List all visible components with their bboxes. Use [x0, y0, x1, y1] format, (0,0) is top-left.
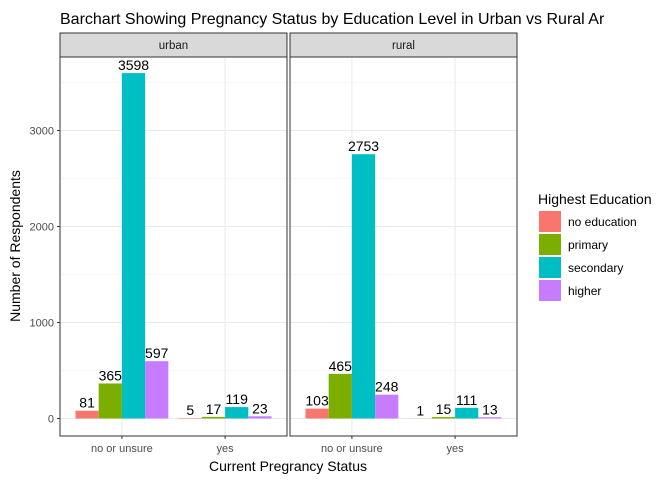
bar-rural-1-3 [478, 417, 502, 419]
data-label: 111 [456, 392, 477, 408]
y-axis: 0 1000 2000 3000 [30, 126, 60, 426]
bar-rural-0-1 [328, 373, 352, 419]
data-label: 465 [329, 358, 353, 374]
bar-urban-0-2 [121, 73, 146, 419]
panel-background [290, 57, 517, 436]
legend-label: primary [568, 238, 608, 252]
data-label: 119 [226, 391, 249, 407]
data-label: 5 [186, 402, 194, 418]
data-label: 3598 [118, 57, 149, 73]
bar-urban-0-3 [145, 361, 169, 419]
legend-label: higher [568, 284, 601, 298]
data-label: 15 [436, 401, 452, 417]
legend-title: Highest Education [538, 191, 652, 207]
data-label: 2753 [348, 138, 379, 154]
bar-urban-0-0 [75, 410, 99, 419]
strip-label: urban [159, 40, 188, 52]
data-label: 23 [252, 400, 268, 416]
bar-rural-0-0 [305, 408, 329, 419]
strip-label: rural [392, 40, 415, 52]
x-tick-label: no or unsure [321, 443, 383, 455]
data-label: 248 [375, 379, 399, 395]
data-label: 597 [145, 345, 169, 361]
data-label: 81 [79, 395, 95, 411]
y-axis-title: Number of Respondents [7, 170, 23, 322]
y-tick-label: 1000 [30, 318, 54, 330]
data-label: 103 [305, 393, 329, 409]
bar-rural-0-2 [351, 154, 376, 419]
data-label: 17 [206, 401, 222, 417]
legend-swatch-primary [539, 234, 561, 255]
bar-rural-1-1 [431, 417, 456, 419]
data-label: 365 [99, 367, 123, 383]
bar-urban-1-3 [248, 416, 272, 419]
legend: Highest Education no education primary sec… [538, 191, 652, 301]
x-axis-title: Current Pregrancy Status [209, 458, 367, 474]
bar-rural-0-3 [375, 394, 399, 419]
data-label: 13 [482, 401, 498, 417]
x-tick-label: yes [217, 443, 235, 455]
data-label: 1 [416, 402, 424, 418]
strip-background [59, 32, 288, 58]
panel-background [60, 57, 287, 436]
legend-label: secondary [568, 261, 623, 275]
y-tick-label: 2000 [30, 222, 54, 234]
bar-urban-0-1 [98, 383, 122, 419]
bar-urban-1-2 [225, 407, 249, 419]
y-tick-label: 3000 [30, 126, 54, 138]
legend-swatch-higher [539, 280, 561, 301]
legend-label: no education [568, 215, 637, 229]
x-tick-label: yes [447, 443, 465, 455]
strip-background [289, 32, 518, 58]
bar-rural-1-2 [455, 407, 479, 419]
bar-urban-1-1 [201, 416, 226, 419]
x-tick-label: no or unsure [91, 443, 153, 455]
legend-swatch-no-education [539, 211, 561, 232]
legend-swatch-secondary [539, 257, 561, 278]
y-tick-label: 0 [48, 414, 54, 426]
chart-title: Barchart Showing Pregnancy Status by Edu… [60, 11, 605, 28]
